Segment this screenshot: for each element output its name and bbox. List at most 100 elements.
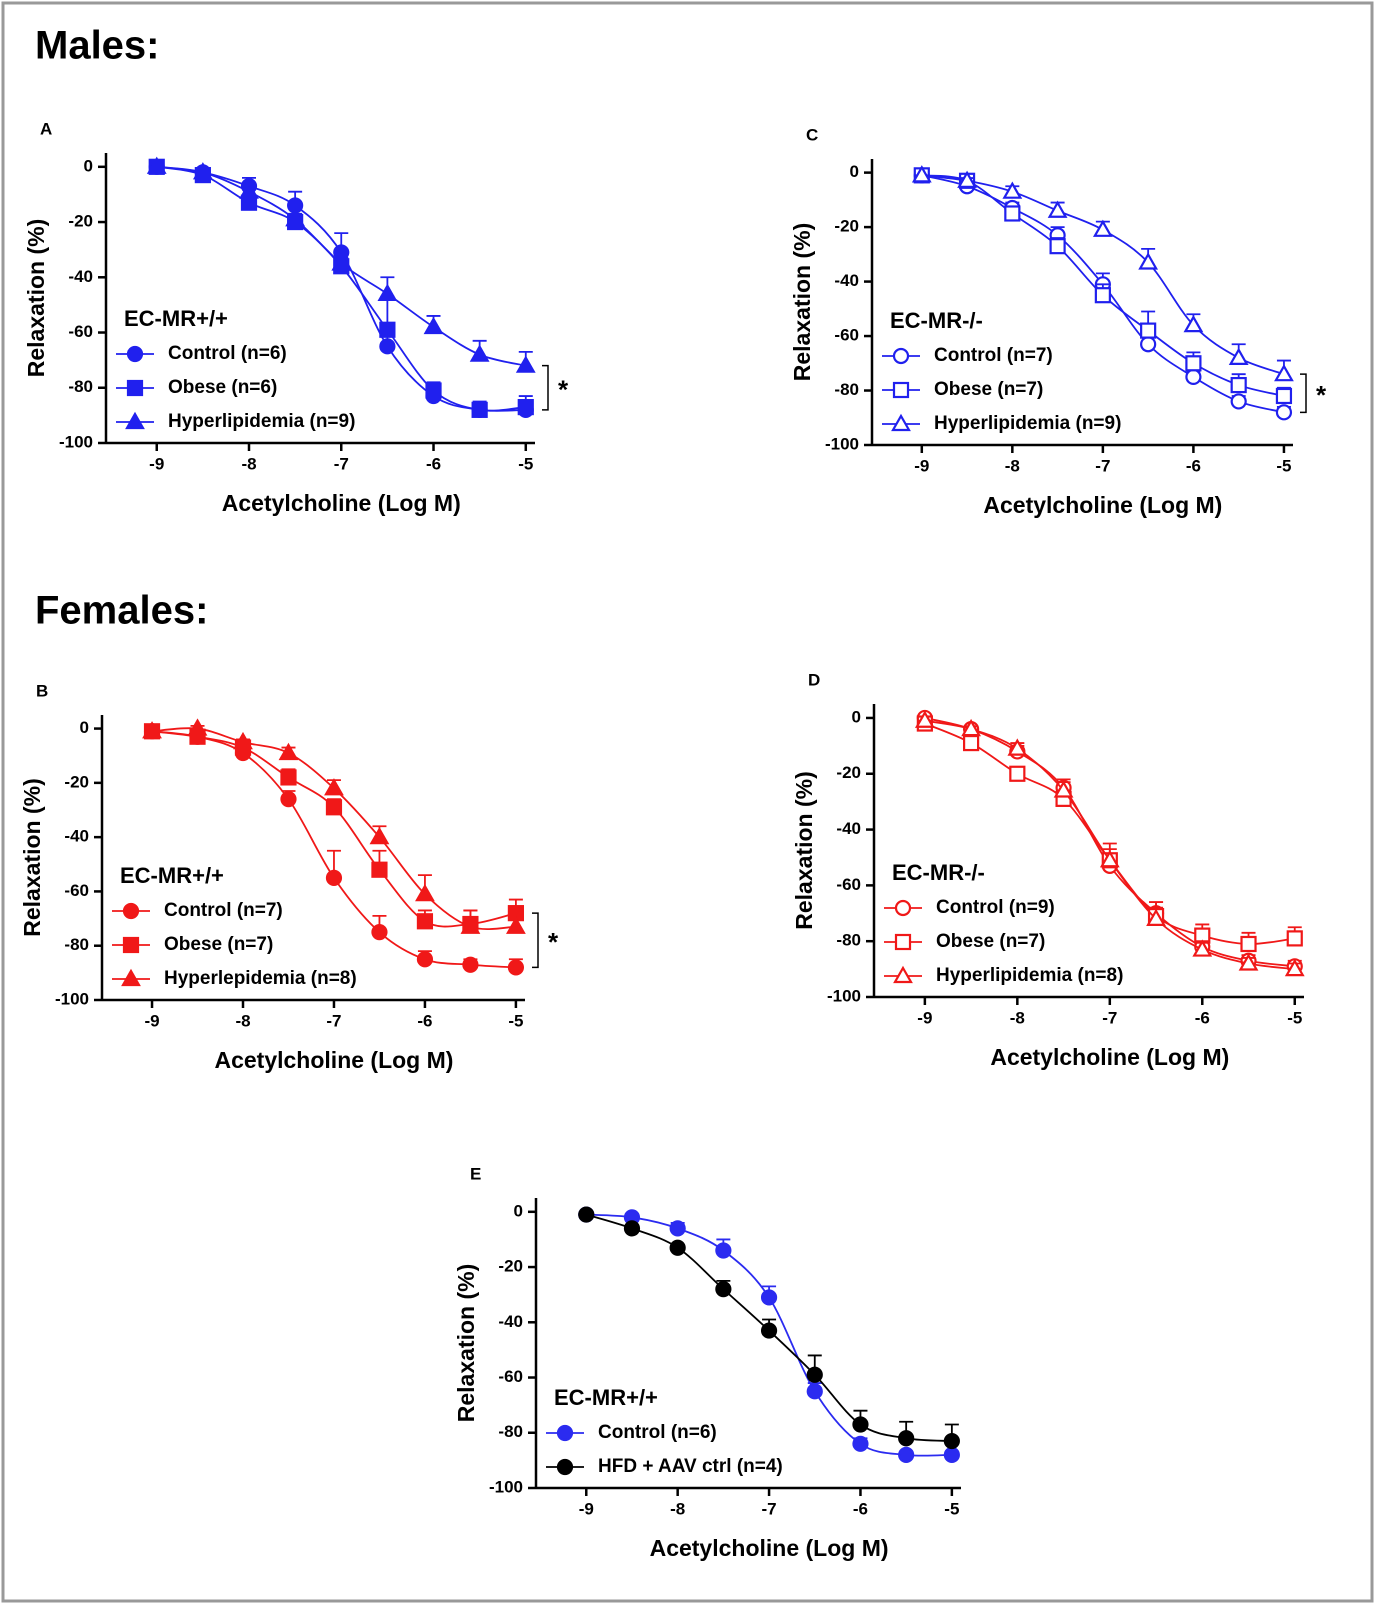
legend-label: HFD + AAV ctrl (n=4) [598,1456,783,1477]
marker [957,170,977,188]
marker [1274,363,1294,382]
panel-label: E [470,1164,481,1183]
marker [1183,314,1204,333]
marker [460,916,481,934]
x-tick-label: -5 [1276,456,1291,475]
x-tick-label: -6 [426,454,441,473]
y-axis-label: Relaxation (%) [19,778,45,936]
x-tick-label: -5 [518,454,533,473]
marker [898,1446,915,1463]
marker [416,913,434,930]
y-tick-label: -20 [64,772,89,791]
marker [1099,850,1120,868]
marker [898,1430,915,1447]
y-tick-label: 0 [850,162,859,181]
marker [1146,908,1166,926]
marker [331,253,352,271]
marker [187,718,208,736]
marker [943,1446,960,1463]
y-axis-label: Relaxation (%) [23,219,49,377]
marker [943,1432,960,1450]
marker [914,710,935,728]
marker [377,283,398,301]
marker [1047,200,1068,218]
legend-title: EC-MR-/- [890,308,983,333]
marker [1140,336,1157,353]
marker [469,344,490,362]
legend-label: Obese (n=7) [164,934,273,955]
marker [669,1239,686,1256]
y-axis-label: Relaxation (%) [789,223,815,381]
marker [1238,953,1259,971]
y-tick-label: -80 [834,380,859,399]
legend-label: Hyperlipidemia (n=9) [934,413,1121,434]
marker [280,791,297,808]
y-tick-label: -20 [498,1257,523,1276]
x-tick-label: -7 [1102,1008,1117,1027]
legend-marker [556,1458,574,1476]
marker [146,156,167,174]
y-tick-label: -100 [489,1477,523,1496]
marker [1275,387,1293,405]
legend-marker [122,936,140,954]
marker [324,778,344,796]
marker [1228,347,1249,365]
marker [715,1281,732,1298]
marker [371,861,388,878]
marker [1230,393,1247,410]
marker [1286,930,1303,947]
marker [1275,404,1293,421]
marker [852,1416,869,1433]
y-tick-label: -100 [825,434,859,453]
marker [669,1220,686,1237]
marker [379,338,396,355]
y-tick-label: -60 [834,326,859,345]
legend-label: Hyperlepidemia (n=8) [164,968,357,989]
marker [507,959,525,976]
panel-label: A [40,119,52,138]
panel-label: C [806,125,818,144]
marker [962,734,980,752]
legend-label: Obese (n=7) [934,379,1043,400]
marker [371,924,388,941]
x-tick-label: -5 [508,1011,523,1030]
legend-marker [122,902,140,920]
marker [1185,355,1202,372]
x-tick-label: -6 [417,1011,432,1030]
marker [192,162,213,180]
x-axis-label: Acetylcholine (Log M) [983,492,1222,518]
y-tick-label: -20 [834,217,859,236]
y-tick-label: -40 [836,819,861,838]
legend-marker [893,965,913,984]
marker [379,321,396,338]
marker [325,799,343,816]
x-tick-label: -9 [914,456,929,475]
y-tick-label: -40 [498,1312,523,1331]
y-tick-label: 0 [852,707,861,726]
marker [1138,252,1159,270]
marker [506,916,526,934]
marker [142,721,162,739]
y-tick-label: -60 [836,875,861,894]
marker [1284,958,1305,977]
y-tick-label: -60 [498,1367,523,1386]
marker [1053,780,1074,798]
marker [239,181,259,199]
marker [1140,322,1157,339]
y-tick-label: -80 [64,935,89,954]
marker [423,316,444,335]
marker [911,165,932,183]
legend-label: Hyperlipidemia (n=9) [168,411,355,432]
legend-label: Control (n=7) [164,900,283,921]
marker [325,869,343,886]
legend-marker [891,413,911,432]
x-tick-label: -5 [944,1499,959,1518]
marker [623,1220,641,1237]
marker [1192,939,1213,957]
section-heading: Males: [35,24,160,68]
x-axis-label: Acetylcholine (Log M) [222,490,461,516]
panel-label: D [808,670,820,689]
marker [1049,238,1066,255]
marker [280,769,297,786]
legend-label: Control (n=6) [168,343,287,364]
